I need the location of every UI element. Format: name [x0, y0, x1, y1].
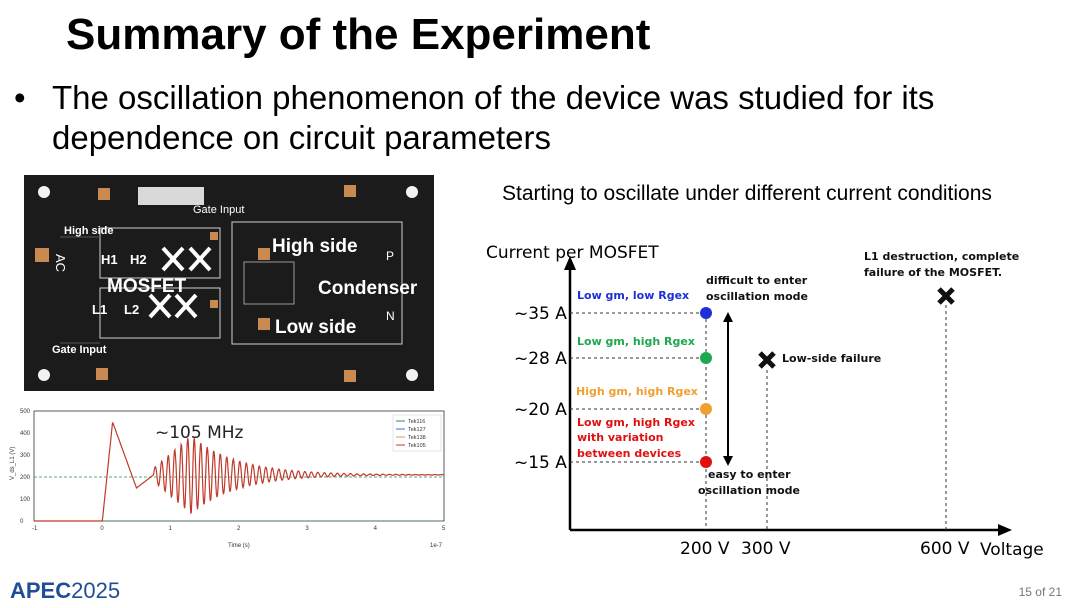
n-label: N — [386, 309, 395, 323]
copper-pad — [210, 300, 218, 308]
data-point — [700, 403, 712, 415]
page-number: 15 of 21 — [1018, 585, 1062, 599]
point-label-high-gm-high-rgex: High gm, high Rgex — [576, 385, 698, 398]
waveform-xlabel: Time (s) — [228, 543, 250, 549]
legend-entry: Tek138 — [408, 435, 426, 441]
h2-label: H2 — [130, 252, 147, 267]
chart-title: Starting to oscillate under different cu… — [502, 182, 992, 205]
waveform-legend: Tek116 Tek127 Tek138 Tek105 — [392, 414, 442, 452]
copper-pad — [98, 188, 110, 200]
board-background — [24, 175, 434, 391]
high-side-outline — [99, 227, 221, 279]
high-side-label: High side — [272, 236, 358, 257]
bullet-text: The oscillation phenomenon of the device… — [52, 79, 935, 156]
condenser-outline — [231, 221, 403, 345]
low-side-outline — [99, 287, 221, 339]
point-label-variation-3: between devices — [577, 447, 682, 460]
failure-cross-icon — [148, 246, 212, 319]
l1-destruction-label-1: L1 destruction, complete — [864, 250, 1019, 263]
gate-input-bottom-label: Gate Input — [52, 344, 107, 356]
waveform-x-multiplier: 1e-7 — [430, 543, 443, 549]
legend-entry: Tek116 — [408, 419, 425, 425]
waveform-y-tick: 400 — [20, 431, 31, 437]
y-axis-arrow — [564, 256, 576, 270]
x-tick-label: 300 V — [741, 539, 791, 559]
data-point — [700, 352, 712, 364]
mount-hole — [406, 369, 418, 381]
waveform-x-tick: 0 — [100, 526, 104, 532]
point-label-low-gm-low-rgex: Low gm, low Rgex — [577, 289, 689, 302]
x-tick-label: 600 V — [920, 539, 970, 559]
waveform-x-tick: 4 — [374, 526, 378, 532]
apec-logo: APEC2025 — [10, 578, 120, 604]
oscillation-range-arrow — [723, 312, 733, 466]
h1-label: H1 — [101, 252, 118, 267]
logo-text: APEC — [10, 578, 72, 603]
waveform-x-tick: 2 — [237, 526, 241, 532]
copper-pad — [96, 368, 108, 380]
copper-pad — [210, 232, 218, 240]
y-tick-label: ~15 A — [514, 453, 567, 473]
legend-entry: Tek105 — [408, 443, 426, 449]
x-axis-title: Voltage — [980, 540, 1044, 560]
point-label-variation-2: with variation — [577, 431, 663, 444]
mosfet-label: MOSFET — [107, 276, 187, 297]
waveform-y-tick: 500 — [20, 409, 31, 415]
difficult-label-2: oscillation mode — [706, 290, 808, 303]
waveform-y-tick: 300 — [20, 453, 31, 459]
waveform-ylabel: V_ds_L1 (V) — [10, 447, 16, 480]
data-point — [700, 307, 712, 319]
y-tick-label: ~20 A — [514, 400, 567, 420]
copper-pad — [344, 370, 356, 382]
gate-input-top-label: Gate Input — [193, 204, 244, 216]
legend-entry: Tek127 — [408, 427, 426, 433]
waveform-x-tick: 5 — [442, 526, 446, 532]
y-tick-label: ~35 A — [514, 304, 567, 324]
bullet-symbol: • — [14, 79, 26, 116]
ac-label: AC — [53, 254, 68, 272]
copper-pad — [344, 185, 356, 197]
l1-label: L1 — [92, 302, 107, 317]
p-label: P — [386, 249, 394, 263]
data-point — [700, 456, 712, 468]
failure-cross-icon — [758, 351, 776, 369]
high-side-left-label: High side — [64, 225, 114, 237]
x-tick-label: 200 V — [680, 539, 730, 559]
copper-pad — [258, 318, 270, 330]
mount-hole — [38, 186, 50, 198]
waveform-y-tick: 0 — [20, 519, 24, 525]
point-label-variation-1: Low gm, high Rgex — [577, 416, 695, 429]
easy-label-1: easy to enter — [708, 468, 791, 481]
l1-destruction-label-2: failure of the MOSFET. — [864, 266, 1002, 279]
mount-hole — [38, 369, 50, 381]
waveform-x-tick: -1 — [32, 526, 38, 532]
waveform-x-tick: 1 — [169, 526, 173, 532]
easy-label-2: oscillation mode — [698, 484, 800, 497]
y-tick-label: ~28 A — [514, 349, 567, 369]
mount-hole — [406, 186, 418, 198]
y-axis-title: Current per MOSFET — [486, 243, 659, 263]
logo-year: 2025 — [71, 578, 121, 603]
point-label-low-gm-high-rgex: Low gm, high Rgex — [577, 335, 695, 348]
copper-pad — [35, 248, 49, 262]
waveform-trace — [34, 421, 445, 522]
cap-outline — [243, 261, 295, 305]
difficult-label-1: difficult to enter — [706, 274, 808, 287]
frequency-annotation: ~105 MHz — [155, 423, 244, 443]
silkscreen-box — [138, 187, 204, 205]
waveform-y-tick: 100 — [20, 497, 31, 503]
low-side-label: Low side — [275, 317, 356, 338]
l2-label: L2 — [124, 302, 139, 317]
waveform-frame — [33, 410, 445, 522]
slide-title: Summary of the Experiment — [66, 10, 651, 59]
condenser-label: Condenser — [318, 278, 418, 299]
waveform-y-tick: 200 — [20, 475, 31, 481]
failure-cross-icon — [937, 287, 955, 305]
low-side-failure-label: Low-side failure — [782, 352, 881, 365]
waveform-x-tick: 3 — [305, 526, 309, 532]
x-axis-arrow — [998, 524, 1012, 536]
copper-pad — [258, 248, 270, 260]
